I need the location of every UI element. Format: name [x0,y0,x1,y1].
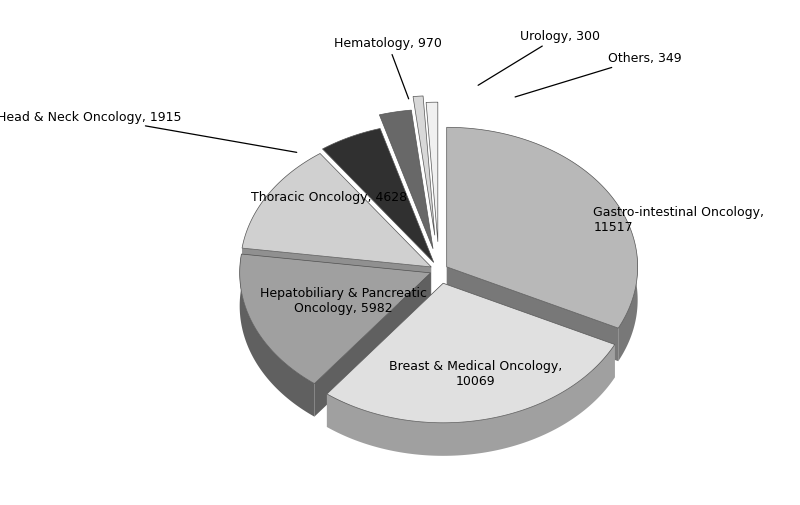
Text: Hematology, 970: Hematology, 970 [334,37,442,99]
Polygon shape [322,129,434,263]
Text: Thoracic Oncology, 4628: Thoracic Oncology, 4628 [250,191,407,204]
Polygon shape [314,273,430,417]
Polygon shape [327,284,443,427]
Polygon shape [240,257,314,417]
Text: Urology, 300: Urology, 300 [478,30,600,86]
Polygon shape [327,284,614,423]
Text: Head & Neck Oncology, 1915: Head & Neck Oncology, 1915 [0,111,297,153]
Text: Others, 349: Others, 349 [515,52,682,98]
Text: Gastro-intestinal Oncology,
11517: Gastro-intestinal Oncology, 11517 [594,206,764,233]
Text: Breast & Medical Oncology,
10069: Breast & Medical Oncology, 10069 [389,360,562,387]
Polygon shape [618,252,638,362]
Polygon shape [242,248,431,300]
Text: Hepatobiliary & Pancreatic
Oncology, 5982: Hepatobiliary & Pancreatic Oncology, 598… [260,286,427,314]
Polygon shape [240,255,430,384]
Polygon shape [242,154,431,268]
Polygon shape [242,255,430,307]
Polygon shape [446,267,618,362]
Polygon shape [379,111,433,249]
Polygon shape [413,97,434,236]
Polygon shape [443,284,614,378]
Polygon shape [426,103,438,242]
Polygon shape [446,128,638,328]
Polygon shape [327,345,614,456]
